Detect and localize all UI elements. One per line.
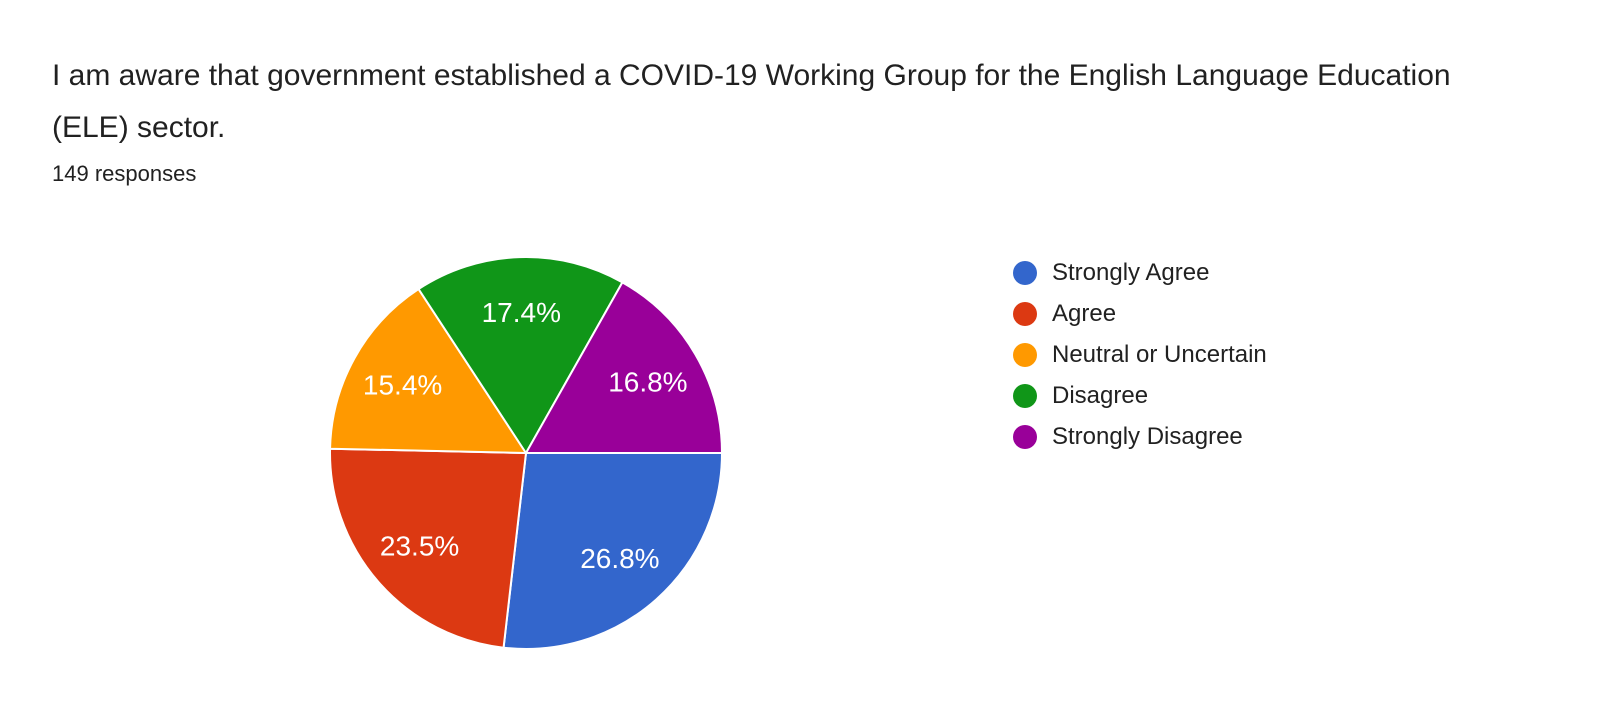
pie-slice-label: 16.8%	[608, 367, 687, 398]
response-count: 149 responses	[52, 161, 197, 186]
legend-swatch-icon	[1013, 260, 1037, 285]
legend-label: Neutral or Uncertain	[1052, 340, 1267, 368]
question-title: I am aware that government established a…	[52, 59, 1451, 144]
legend-swatch-icon	[1013, 424, 1037, 449]
pie-slice-label: 23.5%	[380, 531, 459, 562]
pie-slice[interactable]	[329, 288, 527, 454]
legend-item: Agree	[1013, 293, 1267, 334]
legend-label: Agree	[1052, 299, 1117, 327]
pie-slice-label: 15.4%	[363, 369, 442, 400]
pie-chart: 26.8% 23.5% 15.4% 17.4% 16.8%	[329, 256, 723, 650]
pie-slice-label: 26.8%	[580, 543, 659, 574]
legend-label: Disagree	[1052, 381, 1149, 409]
pie-slice[interactable]	[417, 256, 624, 454]
pie-slice-label: 17.4%	[482, 297, 561, 328]
pie-slice[interactable]	[525, 281, 723, 454]
legend-swatch-icon	[1013, 301, 1037, 326]
legend-swatch-icon	[1013, 383, 1037, 408]
legend-item: Disagree	[1013, 375, 1267, 416]
legend-item: Neutral or Uncertain	[1013, 334, 1267, 375]
legend-item: Strongly Agree	[1013, 252, 1267, 293]
legend-label: Strongly Agree	[1052, 258, 1210, 286]
legend-swatch-icon	[1013, 342, 1037, 367]
legend-item: Strongly Disagree	[1013, 416, 1267, 457]
chart-legend: Strongly Agree Agree Neutral or Uncertain D…	[1013, 252, 1267, 457]
pie-slice[interactable]	[502, 452, 723, 650]
pie-slice[interactable]	[329, 447, 527, 649]
legend-label: Strongly Disagree	[1052, 422, 1243, 450]
